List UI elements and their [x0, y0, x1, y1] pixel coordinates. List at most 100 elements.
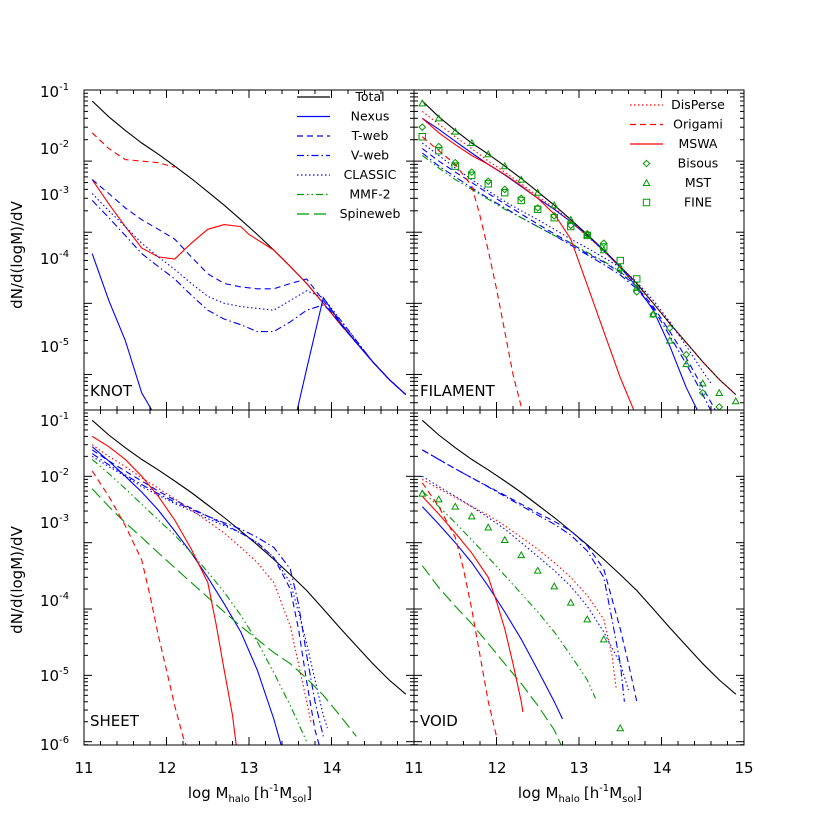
series-bisous-point [500, 185, 509, 194]
series-classic-line [422, 475, 630, 691]
series-classic-line [91, 455, 328, 729]
legend-label: V-web [351, 148, 389, 163]
series-mst-point [715, 388, 724, 396]
series-fine-point [550, 214, 558, 222]
series-bisous-point [484, 177, 493, 186]
series-mst-point [583, 230, 592, 238]
x-axis-title-left: log Mhalo [h-1Msol] [188, 783, 312, 805]
x-axis-title-right: log Mhalo [h-1Msol] [518, 783, 642, 805]
y-tick-label: 10-4 [40, 249, 69, 268]
series-mst-point [434, 114, 443, 122]
legend-label: FINE [684, 195, 712, 210]
x-tick-label: 15 [734, 759, 753, 777]
y-tick-labels-bottom: 10-1 10-2 10-3 10-4 10-5 10-6 [40, 411, 69, 754]
series-fine-point [418, 133, 426, 141]
legend-left: Total Nexus T-web V-web CLASSIC MMF-2 Spineweb [297, 89, 400, 221]
series-nexus-line [421, 506, 563, 720]
series-spineweb-line [421, 565, 562, 745]
series-mst-point [484, 149, 493, 158]
series-mst-point [451, 502, 460, 510]
y-tick-label: 10-5 [40, 666, 69, 685]
series-v-web-line [422, 449, 625, 702]
series-mmf-2-line [421, 155, 638, 288]
x-tick-label: 12 [157, 759, 176, 777]
panel-filament-series [418, 99, 740, 430]
series-group [418, 419, 737, 745]
series-mmf-2-line [421, 490, 597, 699]
series-v-web-line [421, 152, 712, 410]
legend-right: DisPerse Origami MSWA Bisous MST FINE [630, 97, 725, 210]
legend-label: Origami [673, 117, 723, 132]
series-mst-point [533, 566, 542, 574]
series-disperse-line [91, 444, 312, 722]
series-mst-point [698, 379, 707, 387]
x-tick-label: 13 [569, 759, 588, 777]
series-mst-point [467, 512, 476, 520]
series-v-web-line [91, 453, 324, 737]
series-mst-point [533, 188, 542, 196]
series-mst-point [550, 582, 559, 590]
series-total-line [91, 100, 407, 396]
legend-label: MSWA [679, 136, 718, 151]
series-bisous-point [733, 424, 739, 430]
y-tick-label: 10-6 [40, 735, 69, 754]
legend-item-nexus: Nexus [297, 109, 389, 124]
x-tick-labels-right: 11 12 13 14 15 [404, 759, 753, 777]
y-tick-label: 10-3 [40, 185, 69, 204]
series-bisous-point [682, 350, 691, 359]
panel-void-ticks [413, 409, 745, 746]
y-tick-labels-top: 10-1 10-2 10-3 10-4 10-5 [40, 82, 69, 356]
panel-void-frame [413, 409, 745, 746]
series-fine-point [484, 180, 492, 188]
y-tick-label: 10-4 [40, 591, 69, 610]
panel-knot: KNOT [83, 89, 415, 411]
series-v-web-line [91, 200, 407, 396]
x-tick-label: 11 [404, 759, 423, 777]
series-bisous-point [649, 310, 658, 319]
legend-marker-square [642, 198, 651, 207]
series-disperse-line [422, 478, 617, 688]
x-tick-label: 11 [74, 759, 93, 777]
series-origami-line [421, 482, 498, 737]
series-bisous-point [533, 203, 542, 212]
series-bisous-point [434, 142, 443, 151]
series-group [91, 100, 407, 410]
x-tick-label: 12 [487, 759, 506, 777]
x-tick-label: 14 [652, 759, 671, 777]
series-mst-point [566, 215, 575, 223]
series-mst-point [632, 283, 641, 291]
series-total-line [421, 419, 737, 695]
series-nexus-line [91, 446, 282, 745]
series-mswa-line [91, 435, 237, 745]
series-t-web-line [422, 449, 638, 702]
series-mst-point [500, 161, 509, 170]
series-fine-point [534, 205, 542, 214]
series-t-web-line [91, 449, 320, 745]
series-total-line [91, 419, 407, 695]
legend-label: Total [354, 89, 384, 104]
panel-sheet-ticks [83, 409, 415, 746]
series-fine-point [517, 196, 525, 205]
y-axis-title-bottom: dN/d(logM)/dV [8, 525, 26, 633]
series-bisous-point [418, 123, 427, 132]
legend-label: T-web [351, 128, 389, 143]
series-mst-point [434, 495, 443, 503]
series-mst-point [665, 336, 674, 344]
series-mst-point [616, 263, 625, 271]
series-mmf-2-line [91, 458, 308, 742]
series-mst-point [649, 310, 658, 318]
legend-item-mst: MST [642, 175, 712, 190]
series-mst-point [566, 598, 575, 606]
series-fine-point [583, 231, 591, 240]
legend-item-disperse: DisPerse [630, 97, 725, 112]
series-mst-point [500, 535, 509, 543]
legend-item-spineweb: Spineweb [297, 206, 400, 221]
legend-item-classic: CLASSIC [297, 167, 397, 182]
series-bisous-point [451, 158, 460, 167]
panel-label-filament: FILAMENT [420, 382, 496, 400]
series-mst-point [467, 138, 476, 147]
legend-label: CLASSIC [344, 167, 397, 182]
series-mst-point [616, 723, 625, 732]
legend-label: Nexus [351, 109, 390, 124]
legend-item-mswa: MSWA [630, 136, 718, 151]
